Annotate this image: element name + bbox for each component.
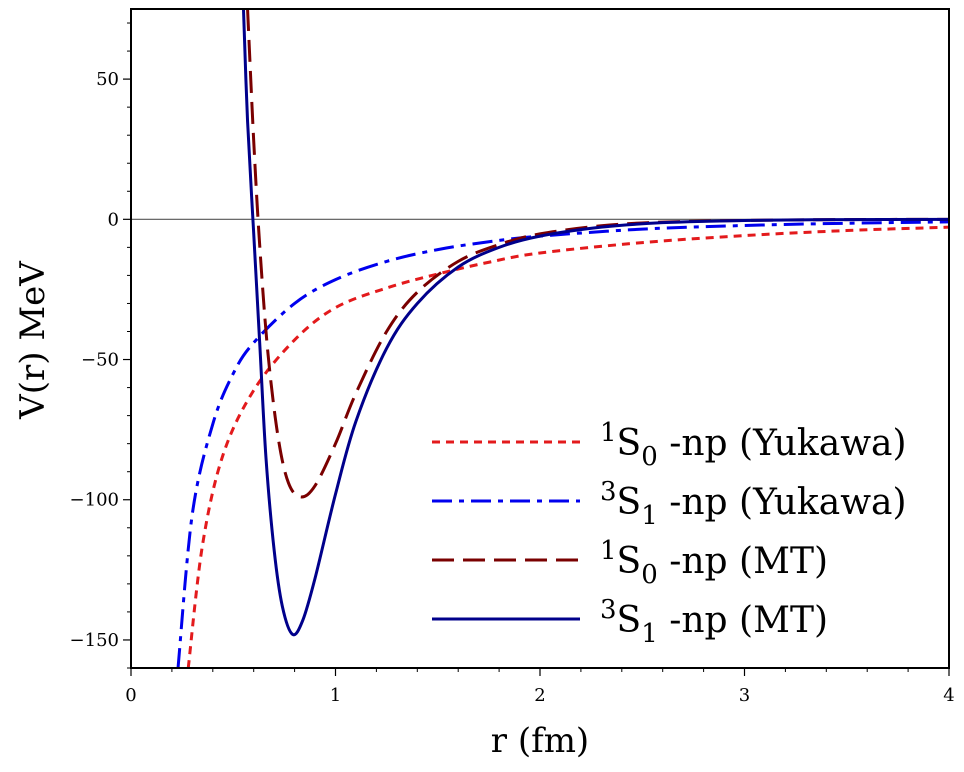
legend-symbol: S <box>617 482 642 523</box>
x-axis-title: r (fm) <box>491 721 589 761</box>
legend-label-3: 1S0 -np (MT) <box>600 536 828 590</box>
legend-label-2: 3S1 -np (Yukawa) <box>600 477 907 531</box>
legend-symbol: S <box>617 423 642 464</box>
series-layer <box>176 9 949 668</box>
legend-sup: 1 <box>600 536 617 566</box>
y-tick-label: −150 <box>70 630 119 651</box>
legend-rest: -np (MT) <box>658 541 828 582</box>
x-tick-label: 3 <box>739 685 750 706</box>
series-line-2 <box>176 220 949 668</box>
legend-rest: -np (MT) <box>658 600 828 641</box>
y-tick-label: 0 <box>108 209 119 230</box>
series-line-4 <box>241 9 949 637</box>
legend-sup: 3 <box>600 595 617 625</box>
legend-rest: -np (Yukawa) <box>658 423 907 464</box>
y-tick-label: −100 <box>70 490 119 511</box>
legend-label-1: 1S0 -np (Yukawa) <box>600 418 907 472</box>
legend-sub: 1 <box>641 619 658 649</box>
legend-sub: 1 <box>641 501 658 531</box>
legend: 1S0 -np (Yukawa)3S1 -np (Yukawa)1S0 -np … <box>432 418 907 649</box>
series-line-1 <box>186 225 949 668</box>
legend-sub: 0 <box>641 560 658 590</box>
y-tick-label: −50 <box>81 350 119 371</box>
y-axis-title: V(r) MeV <box>13 260 53 420</box>
legend-sub: 0 <box>641 442 658 472</box>
x-tick-label: 4 <box>943 685 954 706</box>
x-tick-label: 2 <box>534 685 545 706</box>
legend-label-4: 3S1 -np (MT) <box>600 595 828 649</box>
legend-symbol: S <box>617 541 642 582</box>
legend-rest: -np (Yukawa) <box>658 482 907 523</box>
legend-sup: 1 <box>600 418 617 448</box>
x-tick-label: 0 <box>125 685 136 706</box>
legend-sup: 3 <box>600 477 617 507</box>
legend-symbol: S <box>617 600 642 641</box>
y-tick-label: 50 <box>96 69 119 90</box>
x-tick-label: 1 <box>330 685 341 706</box>
